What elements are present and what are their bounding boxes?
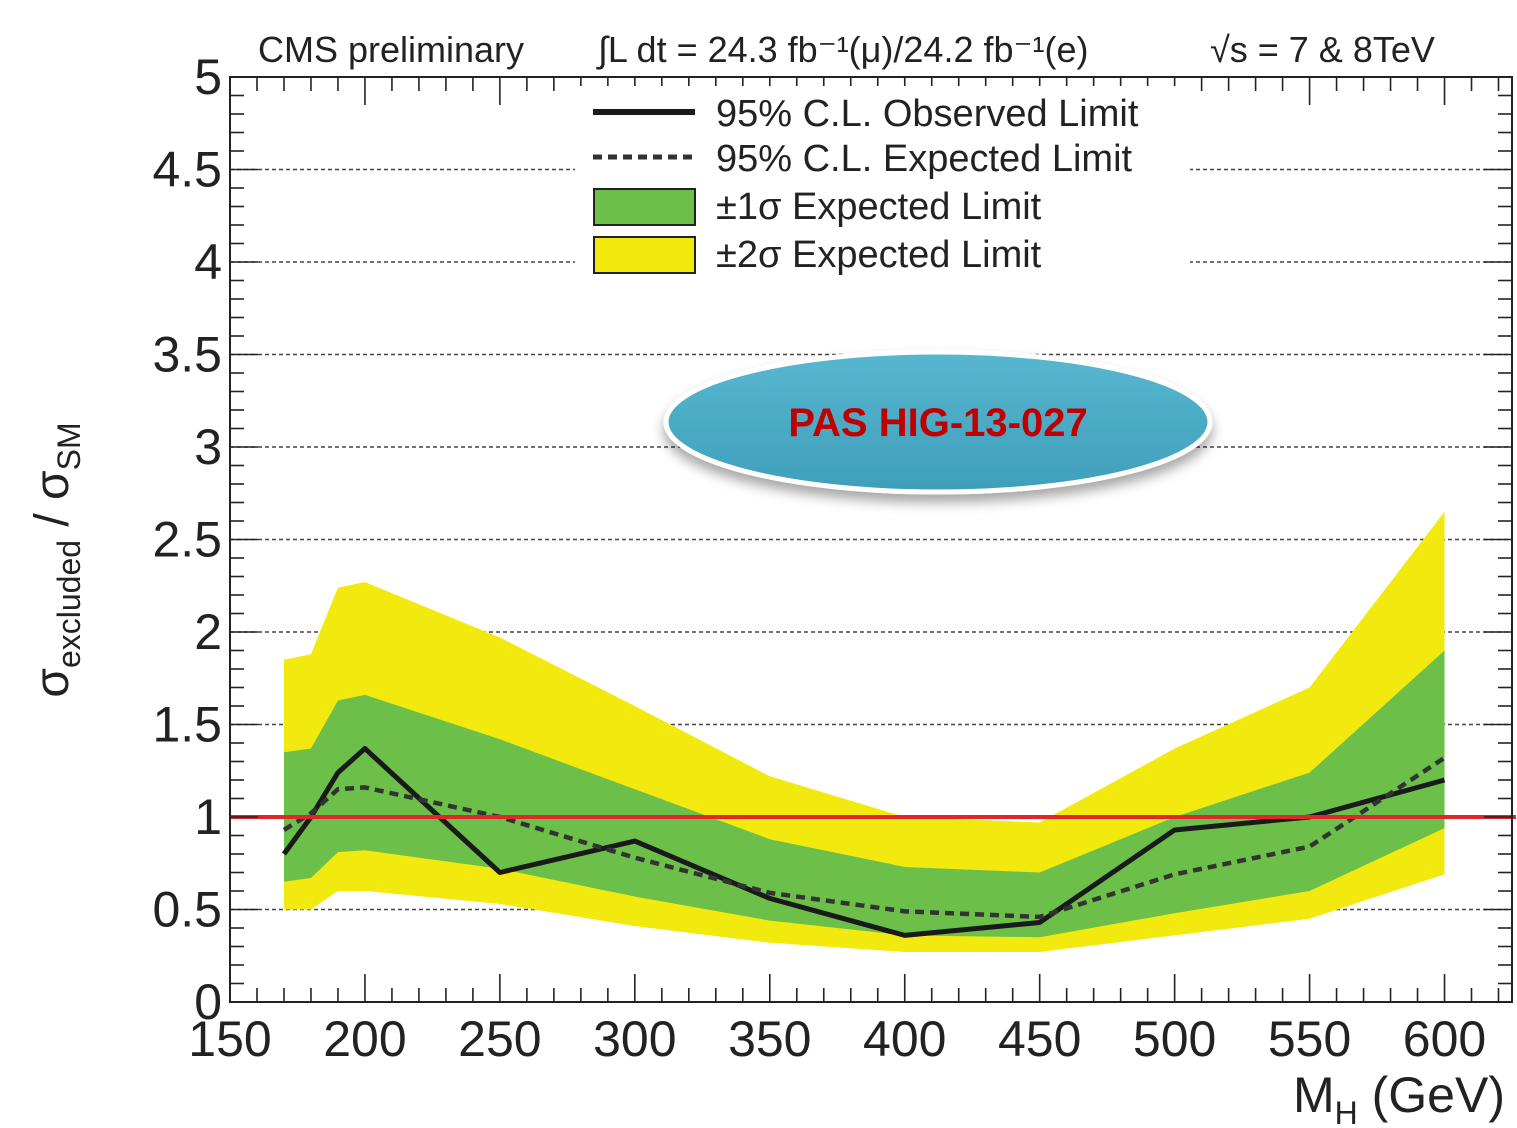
y-tick-label: 2: [194, 604, 222, 660]
x-tick-label: 550: [1268, 1011, 1351, 1067]
legend-1sigma-swatch: [593, 188, 696, 226]
pas-badge-shape: [663, 349, 1213, 495]
energy-label: √s = 7 & 8TeV: [1210, 29, 1435, 70]
x-tick-label: 250: [458, 1011, 541, 1067]
legend-2sigma-swatch: [593, 236, 696, 274]
x-axis-title-symbol: M: [1293, 1067, 1335, 1123]
y-axis-title-group: σexcluded / σSM: [26, 422, 87, 697]
legend-expected-label: 95% C.L. Expected Limit: [716, 138, 1133, 180]
legend-observed-label: 95% C.L. Observed Limit: [716, 93, 1139, 135]
y-tick-label: 1.5: [152, 697, 222, 753]
legend: 95% C.L. Observed Limit 95% C.L. Expecte…: [575, 86, 1190, 286]
pas-badge-label: PAS HIG-13-027: [788, 401, 1087, 445]
y-tick-label: 5: [194, 49, 222, 105]
x-tick-label: 500: [1133, 1011, 1216, 1067]
y-tick-label: 3: [194, 419, 222, 475]
x-axis-title-subscript: H: [1335, 1095, 1358, 1128]
x-tick-label: 300: [593, 1011, 676, 1067]
expected-bands: [283, 511, 1445, 953]
luminosity-label: ∫L dt = 24.3 fb⁻¹(μ)/24.2 fb⁻¹(e): [596, 29, 1088, 70]
limit-curves: [281, 746, 1446, 938]
y-tick-label: 0: [194, 974, 222, 1030]
tick-labels: 150 200 250 300 350 400 450 500 550 600 0 0.5 1 1.5 2 2…: [152, 49, 1486, 1067]
y-tick-label: 0.5: [152, 882, 222, 938]
x-tick-label: 600: [1403, 1011, 1486, 1067]
y-tick-label: 4: [194, 234, 222, 290]
experiment-label: CMS preliminary: [258, 29, 524, 70]
legend-2sigma-label: ±2σ Expected Limit: [716, 234, 1042, 276]
observed-limit-line: [281, 746, 1446, 938]
x-tick-label: 150: [188, 1011, 271, 1067]
y-tick-label: 3.5: [152, 327, 222, 383]
legend-1sigma-label: ±1σ Expected Limit: [716, 186, 1042, 228]
y-axis-title-sub2: SM: [51, 422, 87, 470]
axis-ticks: [229, 76, 1512, 1003]
x-tick-label: 450: [998, 1011, 1081, 1067]
plot-frame: [229, 76, 1513, 1003]
x-axis-title-unit: (GeV): [1358, 1067, 1505, 1123]
band-1sigma: [283, 650, 1445, 938]
y-axis-title-numerator: σ: [26, 668, 79, 698]
y-tick-label: 1: [194, 789, 222, 845]
x-tick-label: 350: [728, 1011, 811, 1067]
y-tick-label: 4.5: [152, 142, 222, 198]
expected-limit-line: [282, 755, 1446, 920]
y-axis-title-sub1: excluded: [51, 540, 87, 668]
y-tick-label: 2.5: [152, 512, 222, 568]
x-tick-label: 200: [323, 1011, 406, 1067]
pas-badge: PAS HIG-13-027: [663, 349, 1213, 495]
x-axis-title: MH (GeV): [1293, 1067, 1505, 1128]
x-tick-label: 400: [863, 1011, 946, 1067]
y-axis-title: σexcluded / σSM: [26, 422, 87, 697]
y-axis-title-slash: / σ: [26, 470, 79, 540]
